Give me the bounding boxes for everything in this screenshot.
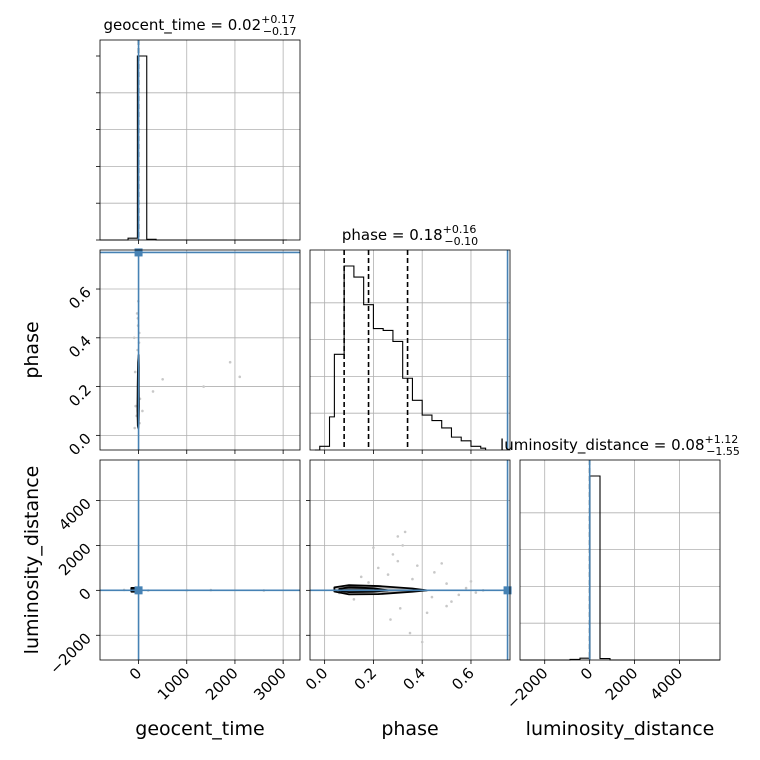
hist-panel-phase: phase = 0.18+0.16 −0.10 — [309, 223, 511, 454]
panel-title-luminosity_distance: luminosity_distance = 0.08+1.12 −1.55 — [500, 433, 740, 458]
title-main: phase = 0.18 — [342, 226, 443, 244]
scatter-point — [425, 611, 429, 615]
scatter-point — [474, 591, 478, 594]
hist-geocent_time-steps — [100, 55, 287, 241]
x-tick-label: 2000 — [202, 664, 242, 704]
scatter-point — [132, 336, 136, 340]
y-tick-label: 0.2 — [65, 381, 95, 411]
panel-title-geocent_time: geocent_time = 0.02+0.17 −0.17 — [103, 13, 296, 38]
scatter-point — [359, 575, 363, 579]
x-tick-label: 0 — [126, 664, 145, 683]
scatter-point — [403, 530, 407, 534]
x-tick-label: 1000 — [154, 664, 194, 704]
title-main: luminosity_distance = 0.08 — [500, 436, 704, 455]
scatter-point — [389, 618, 392, 621]
hist-panel-geocent_time: geocent_time = 0.02+0.17 −0.17 — [96, 13, 301, 244]
scatter-point — [161, 377, 164, 381]
pair-geocent_time-phase-frame — [99, 249, 301, 451]
pair-phase-luminosity_distance-content — [310, 460, 510, 660]
hist-luminosity_distance-frame — [519, 459, 721, 661]
scatter-point — [134, 404, 137, 408]
scatter-point — [420, 640, 424, 644]
y-tick-label: −2000 — [46, 629, 95, 678]
scatter-point — [202, 385, 205, 388]
plot-layer: geocent_time = 0.02+0.17 −0.17 phase = 0.1… — [21, 13, 740, 740]
hist-luminosity_distance-steps — [520, 475, 720, 661]
scatter-point — [401, 544, 404, 547]
hist-geocent_time-frame — [99, 39, 301, 241]
scatter-point — [228, 360, 232, 364]
pair-geocent_time-luminosity_distance-content — [100, 460, 300, 660]
pair-geocent_time-luminosity_distance-truth-marker — [134, 586, 143, 595]
scatter-point — [440, 562, 444, 565]
scatter-point — [133, 426, 136, 430]
x-tick-label: −2000 — [503, 664, 552, 713]
y-tick-label: 0 — [75, 584, 94, 603]
scatter-point — [238, 375, 242, 379]
scatter-point — [445, 604, 448, 608]
scatter-point — [469, 580, 473, 583]
y-axis-label-phase: phase — [21, 321, 43, 378]
scatter-point — [411, 577, 414, 581]
pair-geocent_time-phase: 0.0 0.2 0.4 0.6 — [65, 248, 301, 459]
hist-phase-frame — [309, 249, 511, 451]
x-axis-label-geocent_time: geocent_time — [135, 718, 264, 740]
pair-phase-luminosity_distance-frame — [309, 459, 511, 661]
scatter-point — [396, 535, 400, 538]
title-sub: −0.10 — [444, 235, 478, 248]
y-tick-label: 0.6 — [65, 283, 95, 313]
scatter-point — [433, 571, 436, 574]
x-axis-label-luminosity_distance: luminosity_distance — [526, 718, 715, 740]
scatter-point — [408, 631, 412, 635]
y-tick-label: 0.4 — [65, 332, 95, 362]
scatter-point — [376, 566, 380, 570]
pair-phase-luminosity_distance: 0.0 0.2 0.4 0.6 — [302, 459, 512, 694]
x-tick-label: 0.6 — [448, 664, 478, 694]
scatter-point — [372, 546, 375, 549]
title-sub: −0.17 — [263, 25, 297, 38]
scatter-point — [457, 593, 461, 597]
scatter-point — [398, 607, 402, 610]
scatter-point — [396, 559, 400, 563]
pair-geocent_time-phase-content — [100, 250, 300, 450]
x-tick-label: 3000 — [250, 664, 290, 704]
x-axis-label-phase: phase — [381, 718, 438, 740]
title-sup: +0.16 — [443, 223, 477, 236]
scatter-point — [450, 600, 453, 603]
scatter-point — [352, 598, 356, 601]
scatter-point — [391, 553, 395, 556]
scatter-point — [416, 564, 419, 567]
hist-phase-steps — [314, 265, 487, 451]
pair-geocent_time-phase-truth-marker — [134, 248, 143, 257]
scatter-point — [133, 370, 137, 374]
x-tick-label: 4000 — [647, 664, 687, 704]
title-main: geocent_time = 0.02 — [103, 16, 261, 35]
scatter-point — [430, 595, 434, 599]
y-axis-label-luminosity_distance: luminosity_distance — [21, 466, 43, 655]
y-tick-label: 0.0 — [65, 429, 95, 459]
y-tick-label: 4000 — [55, 495, 95, 535]
pair-phase-luminosity_distance-truth-marker — [503, 586, 512, 595]
scatter-point — [464, 586, 468, 590]
x-tick-label: 0.2 — [351, 664, 381, 694]
y-tick-label: 2000 — [55, 539, 95, 579]
scatter-point — [445, 582, 448, 585]
x-tick-label: 0 — [577, 664, 596, 683]
title-sub: −1.55 — [706, 445, 740, 458]
hist-panel-luminosity_distance: −2000 0 2000 4000 luminosity_distance = 0.08… — [500, 433, 740, 713]
scatter-point — [151, 390, 155, 393]
title-sup: +1.12 — [705, 433, 739, 446]
scatter-point — [386, 573, 390, 576]
panel-title-phase: phase = 0.18+0.16 −0.10 — [342, 223, 478, 248]
title-sup: +0.17 — [261, 13, 295, 26]
scatter-point — [141, 409, 144, 413]
scatter-point — [367, 581, 370, 584]
x-tick-label: 0.4 — [399, 664, 429, 694]
x-tick-label: 2000 — [602, 664, 642, 704]
pair-geocent_time-luminosity_distance-frame — [99, 459, 301, 661]
x-tick-label: 0.0 — [302, 664, 332, 694]
